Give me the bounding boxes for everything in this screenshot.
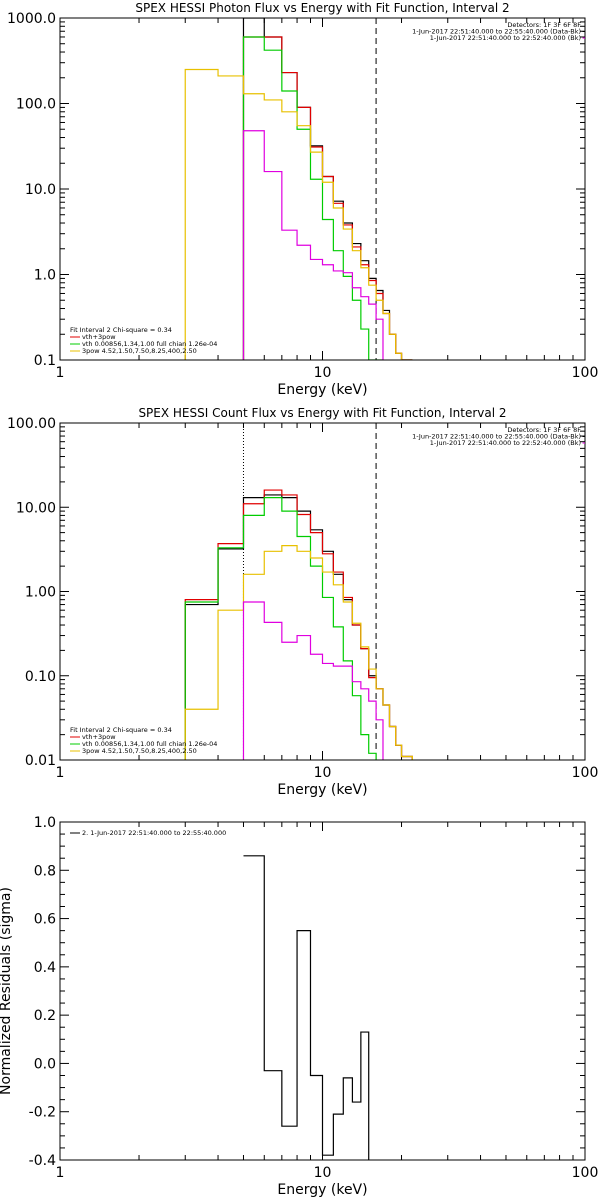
legend-entry: 2. 1-Jun-2017 22:51:40.000 to 22:55:40.0… (82, 829, 226, 837)
y-tick-label: 0.6 (34, 912, 56, 928)
x-axis-label: Energy (keV) (277, 782, 367, 798)
y-tick-label: 100.00 (7, 416, 56, 432)
y-tick-label: 1000.0 (7, 11, 56, 27)
x-axis-label: Energy (keV) (277, 382, 367, 398)
header-line: 1-Jun-2017 22:51:40.000 to 22:55:40.000 … (412, 28, 581, 36)
y-tick-label: 1.00 (25, 585, 56, 601)
x-tick-label: 10 (314, 365, 332, 381)
y-tick-label: -0.4 (29, 1153, 56, 1169)
chart-panel-1: SPEX HESSI Photon Flux vs Energy with Fi… (7, 1, 598, 398)
y-tick-label: 0.10 (25, 669, 56, 685)
plot-frame (59, 17, 586, 361)
y-tick-label: 0.4 (34, 960, 56, 976)
x-tick-label: 1 (56, 1165, 65, 1181)
y-tick-label: 0.2 (34, 1008, 56, 1024)
chart-panel-2: SPEX HESSI Count Flux vs Energy with Fit… (7, 406, 598, 798)
legend-entry: vth 0.00856,1.34,1.00 full chian 1.26e-0… (82, 340, 217, 348)
series-line-vth (242, 36, 383, 360)
chart-panel-3: 1 10 100 -0.4 -0.2 0.0 0.2 0.4 0.6 0.8 1.0 Energy (… (0, 815, 598, 1198)
legend-entry: 3pow 4.52,1.50,7.50,8.25,400,2.50 (82, 347, 197, 355)
series-group (243, 855, 370, 1160)
legend-entry: Fit Interval 2 Chi-square = 0.34 (70, 726, 172, 734)
plot-frame (59, 422, 586, 761)
header-line: 1-Jun-2017 22:51:40.000 to 22:52:40.000 … (430, 439, 581, 447)
y-tick-label: 10.0 (25, 182, 56, 198)
y-tick-label: 100.0 (16, 97, 56, 113)
y-tick-label: -0.2 (29, 1105, 56, 1121)
series-line-3pow (184, 545, 413, 760)
chart-title: SPEX HESSI Photon Flux vs Energy with Fi… (135, 1, 509, 15)
series-line-vth (184, 497, 377, 760)
x-tick-label: 10 (314, 765, 332, 781)
legend-entry: Fit Interval 2 Chi-square = 0.34 (70, 326, 172, 334)
series-line-residuals (243, 855, 370, 1160)
series-line-bk (242, 130, 384, 360)
series-group (184, 489, 413, 760)
header-line: 1-Jun-2017 22:51:40.000 to 22:55:40.000 … (412, 433, 581, 441)
y-tick-label: 0.0 (34, 1056, 56, 1072)
legend-entry: vth+3pow (82, 733, 116, 741)
x-tick-label: 10 (314, 1165, 332, 1181)
plot-frame (59, 821, 586, 1161)
legend-entry: 3pow 4.52,1.50,7.50,8.25,400,2.50 (82, 747, 197, 755)
series-group (184, 18, 413, 360)
chart-title: SPEX HESSI Count Flux vs Energy with Fit… (138, 406, 506, 420)
header-line: 1-Jun-2017 22:51:40.000 to 22:52:40.000 … (430, 34, 581, 42)
y-tick-label: 0.8 (34, 863, 56, 879)
y-tick-label: 1.0 (34, 268, 56, 284)
x-tick-label: 100 (572, 1165, 599, 1181)
legend-entry: vth+3pow (82, 333, 116, 341)
series-line-3pow (184, 68, 413, 360)
header-line: Detectors: 1F 3F 6F 8F (507, 426, 581, 434)
y-tick-label: 10.00 (16, 500, 56, 516)
y-tick-label: 1.0 (34, 815, 56, 831)
header-line: Detectors: 1F 3F 6F 8F (507, 21, 581, 29)
x-axis-label: Energy (keV) (277, 1182, 367, 1198)
x-tick-label: 1 (56, 365, 65, 381)
y-axis-label: Normalized Residuals (sigma) (0, 887, 14, 1095)
x-tick-label: 100 (572, 765, 599, 781)
legend-entry: vth 0.00856,1.34,1.00 full chian 1.26e-0… (82, 740, 217, 748)
x-tick-label: 1 (56, 765, 65, 781)
x-tick-label: 100 (572, 365, 599, 381)
y-tick-label: 0.01 (25, 753, 56, 769)
y-tick-label: 0.1 (34, 353, 56, 369)
series-line-bk (242, 601, 384, 760)
